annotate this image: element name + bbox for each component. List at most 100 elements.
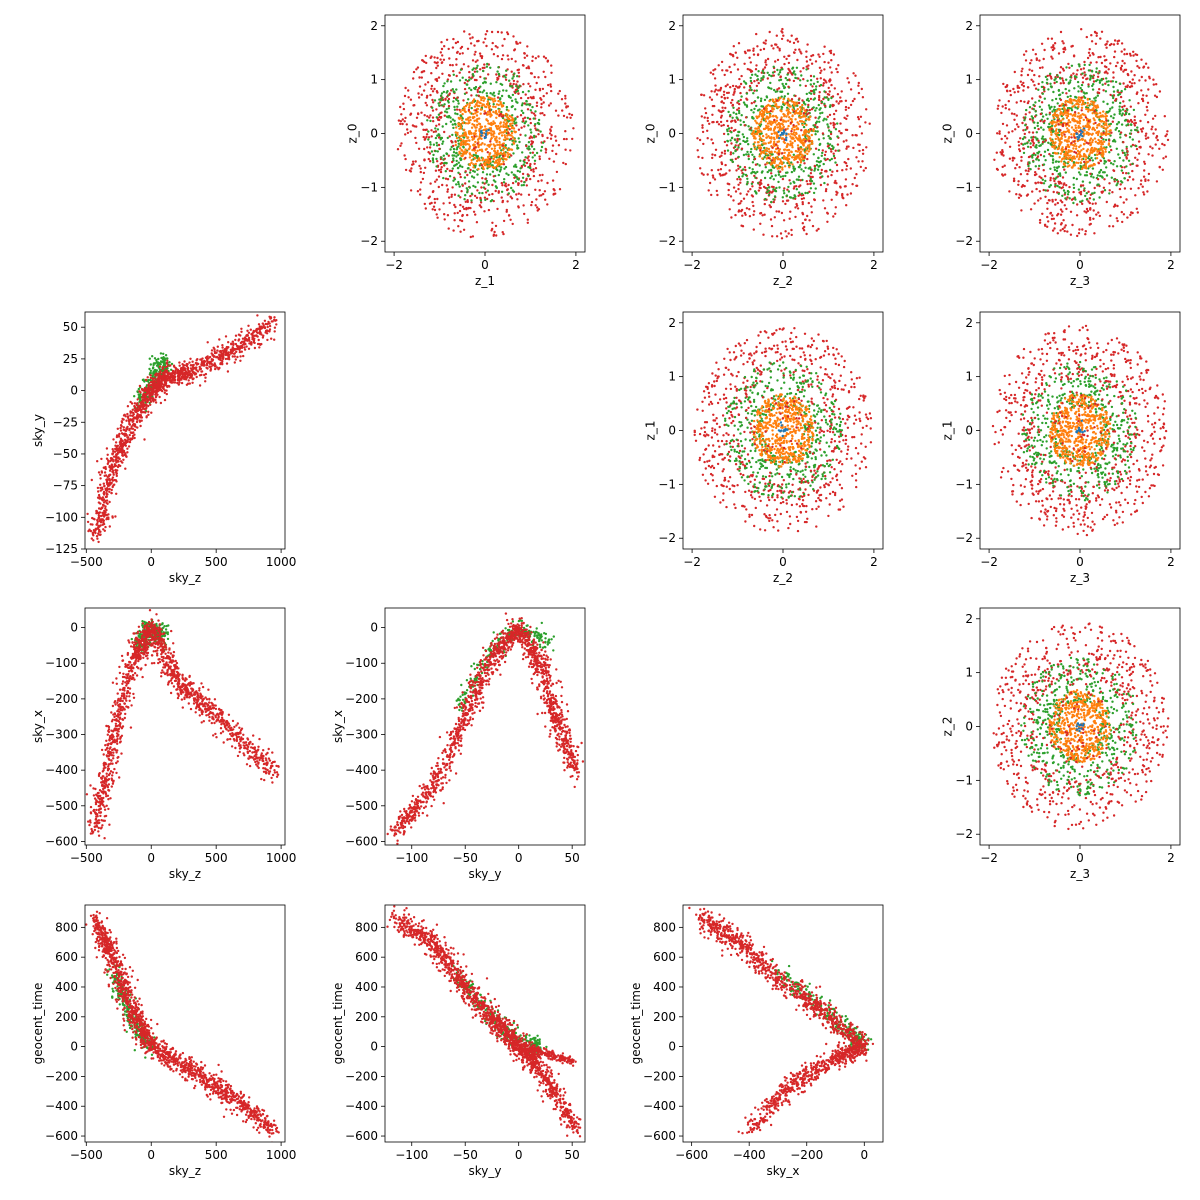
point-red xyxy=(424,166,427,169)
point-green xyxy=(434,149,437,153)
point-red xyxy=(780,237,784,240)
point-green xyxy=(1064,197,1067,200)
point-red xyxy=(801,202,804,206)
point-red xyxy=(722,109,725,113)
point-green xyxy=(1045,113,1048,116)
point-green xyxy=(812,153,815,156)
point-orange xyxy=(776,167,779,170)
point-red xyxy=(700,115,703,118)
point-orange xyxy=(789,111,792,115)
point-red xyxy=(491,41,494,45)
point-red xyxy=(1092,209,1095,212)
point-green xyxy=(823,181,826,185)
point-red xyxy=(461,52,464,55)
point-green xyxy=(799,84,802,87)
point-green xyxy=(810,180,814,183)
point-red xyxy=(1054,203,1057,206)
point-red xyxy=(756,53,760,56)
point-green xyxy=(754,73,757,76)
point-red xyxy=(1144,137,1148,140)
point-red xyxy=(1149,145,1152,148)
point-red xyxy=(1033,73,1036,77)
point-red xyxy=(1001,149,1004,152)
point-orange xyxy=(805,123,808,127)
point-green xyxy=(1041,92,1045,96)
point-red xyxy=(801,211,804,215)
point-red xyxy=(529,96,532,99)
point-red xyxy=(526,45,529,48)
point-green xyxy=(1034,110,1037,113)
point-red xyxy=(831,170,834,173)
point-red xyxy=(433,56,436,59)
point-red xyxy=(1133,82,1136,85)
point-red xyxy=(506,200,509,203)
point-orange xyxy=(502,160,505,163)
point-red xyxy=(1059,213,1063,216)
point-red xyxy=(482,41,485,44)
point-red xyxy=(787,85,790,89)
point-red xyxy=(1013,112,1016,116)
point-green xyxy=(440,136,444,140)
point-red xyxy=(1084,233,1087,236)
point-red xyxy=(542,70,545,74)
point-green xyxy=(752,111,755,114)
point-red xyxy=(712,73,715,76)
point-green xyxy=(822,162,825,166)
point-green xyxy=(777,73,780,76)
point-red xyxy=(527,65,530,68)
point-green xyxy=(482,89,486,92)
point-red xyxy=(776,46,779,49)
point-red xyxy=(1136,65,1139,68)
point-orange xyxy=(806,152,809,156)
point-red xyxy=(531,59,534,63)
point-red xyxy=(433,201,437,204)
point-green xyxy=(1044,159,1047,162)
point-green xyxy=(466,191,469,194)
point-green xyxy=(1136,126,1139,129)
point-green xyxy=(512,190,516,193)
point-orange xyxy=(461,112,464,116)
point-red xyxy=(1062,81,1065,85)
point-green xyxy=(742,80,746,83)
point-orange xyxy=(812,129,815,133)
point-red xyxy=(1082,67,1086,70)
point-red xyxy=(735,169,738,172)
point-red xyxy=(1030,59,1033,62)
point-red xyxy=(832,112,836,116)
point-red xyxy=(745,193,749,196)
point-green xyxy=(829,168,832,172)
point-red xyxy=(743,124,746,127)
point-green xyxy=(468,186,471,189)
point-red xyxy=(431,109,435,112)
point-green xyxy=(795,188,798,191)
point-red xyxy=(543,190,547,193)
point-red xyxy=(1054,198,1057,201)
point-green xyxy=(1109,162,1113,165)
point-red xyxy=(710,98,714,101)
point-orange xyxy=(767,127,771,131)
point-green xyxy=(1107,83,1110,87)
point-red xyxy=(761,214,764,217)
point-red xyxy=(436,216,439,219)
point-red xyxy=(399,144,402,147)
point-red xyxy=(456,50,459,54)
point-green xyxy=(427,138,430,141)
point-orange xyxy=(760,118,764,121)
point-green xyxy=(507,173,510,177)
point-green xyxy=(733,138,737,142)
point-red xyxy=(845,139,848,142)
point-green xyxy=(540,145,544,149)
point-orange xyxy=(496,163,500,167)
point-green xyxy=(1039,144,1042,147)
point-red xyxy=(443,213,446,216)
point-green xyxy=(487,183,490,186)
point-red xyxy=(415,125,418,128)
point-red xyxy=(805,108,808,112)
point-green xyxy=(485,94,489,98)
point-red xyxy=(995,167,999,171)
point-red xyxy=(435,66,438,70)
point-green xyxy=(1028,106,1032,109)
point-orange xyxy=(805,149,808,152)
point-red xyxy=(513,90,516,94)
point-red xyxy=(810,211,813,214)
